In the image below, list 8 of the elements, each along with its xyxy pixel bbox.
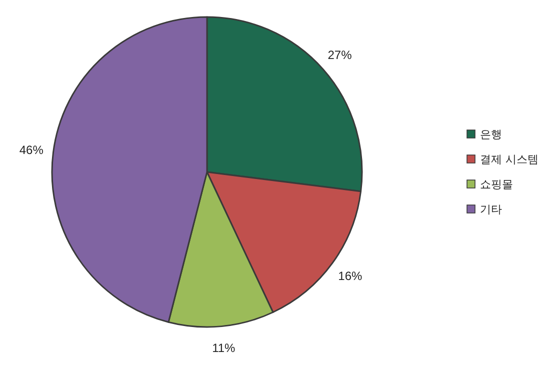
data-label: 16% xyxy=(338,269,363,284)
data-label: 11% xyxy=(212,341,236,356)
data-label: 46% xyxy=(19,142,44,157)
legend-label: 기타 xyxy=(480,203,502,216)
legend-label: 쇼핑몰 xyxy=(480,178,513,191)
data-label: 27% xyxy=(328,48,352,62)
legend-label: 은행 xyxy=(480,128,502,141)
legend-label: 결제 시스템 xyxy=(480,153,538,166)
